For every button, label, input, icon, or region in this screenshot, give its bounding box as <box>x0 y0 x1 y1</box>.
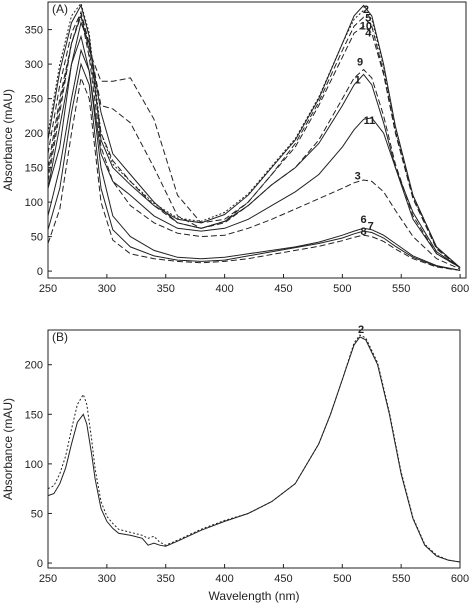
panel-label: (B) <box>52 330 68 344</box>
x-tick-label: 500 <box>333 283 351 295</box>
x-tick-label: 400 <box>215 283 233 295</box>
series-label: 4 <box>365 28 372 40</box>
y-axis-label: Absorbance (mAU) <box>1 89 15 191</box>
series-label: 2 <box>358 324 364 336</box>
series-line <box>47 4 461 268</box>
x-tick-label: 500 <box>333 573 351 585</box>
series-line <box>47 14 461 268</box>
y-tick-label: 150 <box>25 409 43 421</box>
y-tick-label: 200 <box>25 128 43 140</box>
series-line <box>47 34 461 269</box>
series-label: 3 <box>355 170 361 182</box>
series-line <box>47 334 461 563</box>
x-tick-label: 250 <box>39 283 57 295</box>
x-tick-label: 450 <box>274 573 292 585</box>
series-label: 9 <box>357 56 363 68</box>
x-tick-label: 300 <box>98 283 116 295</box>
y-tick-label: 250 <box>25 94 43 106</box>
x-tick-label: 350 <box>157 573 175 585</box>
x-tick-label: 550 <box>392 573 410 585</box>
y-tick-label: 100 <box>25 459 43 471</box>
panel-b: 250 300 350 400 450 500 550 600 0 50 100 150 200 2 (B)… <box>1 324 469 603</box>
y-tick-label: 0 <box>37 266 43 278</box>
x-tick-label: 400 <box>215 573 233 585</box>
series-label: 6 <box>360 214 366 226</box>
panel-a: 250 300 350 400 450 500 550 600 0 50 100 150 200 250 3… <box>1 1 469 295</box>
series-line <box>47 336 461 563</box>
y-tick-label: 350 <box>25 25 43 37</box>
y-tick-label: 50 <box>31 232 43 244</box>
y-tick-label: 0 <box>37 558 43 570</box>
series-label: 11 <box>364 115 376 127</box>
y-tick-label: 200 <box>25 360 43 372</box>
series-label: 7 <box>368 221 374 233</box>
x-tick-label: 250 <box>39 573 57 585</box>
y-tick-label: 100 <box>25 197 43 209</box>
plot-frame <box>47 329 461 569</box>
series-label: 10 <box>360 21 372 33</box>
series-label: 5 <box>365 12 371 24</box>
series-label: 8 <box>360 226 366 238</box>
x-tick-label: 600 <box>451 283 469 295</box>
series-line <box>47 13 461 270</box>
series-label: 1 <box>355 74 361 86</box>
series-line <box>47 76 461 271</box>
series-label: 2 <box>363 4 369 16</box>
y-tick-label: 150 <box>25 163 43 175</box>
x-axis-label: Wavelength (nm) <box>209 589 300 603</box>
x-tick-label: 350 <box>157 283 175 295</box>
y-axis-label: Absorbance (mAU) <box>1 398 15 500</box>
y-tick-label: 300 <box>25 59 43 71</box>
panel-label: (A) <box>52 2 68 16</box>
x-tick-label: 300 <box>98 573 116 585</box>
y-tick-label: 50 <box>31 508 43 520</box>
x-tick-label: 450 <box>274 283 292 295</box>
x-tick-label: 550 <box>392 283 410 295</box>
plot-frame <box>47 1 467 279</box>
series-line <box>47 10 461 269</box>
x-tick-label: 600 <box>451 573 469 585</box>
series-line <box>47 62 461 271</box>
